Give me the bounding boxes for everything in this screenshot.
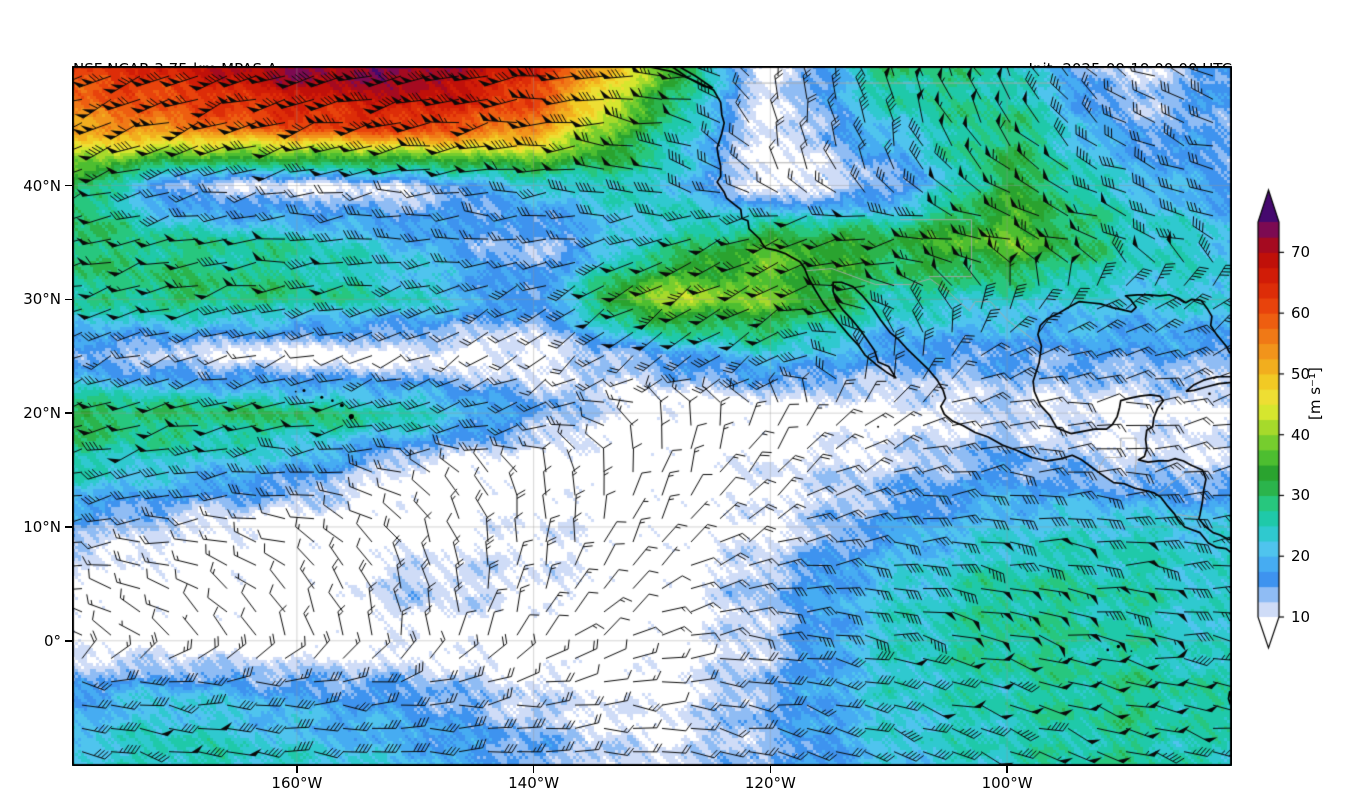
colorbar-tick-label: 40 xyxy=(1291,425,1311,444)
colorbar-tick-label: 60 xyxy=(1291,304,1311,323)
lat-tick-label: 30°N xyxy=(23,290,61,309)
colorbar-unit-wrap: [m s⁻¹] xyxy=(1306,330,1346,510)
colorbar-tick-label: 10 xyxy=(1291,608,1311,626)
lat-tick-mark xyxy=(65,640,72,642)
colorbar-tick-label: 20 xyxy=(1291,547,1311,566)
lon-tick-mark xyxy=(532,766,535,773)
colorbar-tick-label: 50 xyxy=(1291,364,1311,383)
colorbar-tick-label: 30 xyxy=(1291,486,1311,505)
colorbar-canvas xyxy=(1254,186,1288,656)
lon-tick-label: 100°W xyxy=(981,774,1033,792)
lon-tick-mark xyxy=(296,766,298,773)
lon-tick-label: 120°W xyxy=(744,774,796,792)
lon-tick-label: 140°W xyxy=(508,774,560,792)
lat-tick-label: 10°N xyxy=(23,517,61,536)
lat-tick-mark xyxy=(65,184,72,187)
colorbar-tick-label: 70 xyxy=(1291,243,1311,262)
colorbar-unit-label: [m s⁻¹] xyxy=(1306,367,1324,420)
lon-tick-mark xyxy=(769,766,772,773)
lat-tick-label: 20°N xyxy=(23,404,61,423)
lat-tick-mark xyxy=(65,526,72,528)
lat-tick-label: 0° xyxy=(43,631,61,650)
lon-tick-mark xyxy=(1006,766,1008,773)
lat-tick-mark xyxy=(65,412,72,414)
lon-tick-label: 160°W xyxy=(271,774,323,792)
wind-map-canvas xyxy=(72,66,1232,766)
lat-tick-mark xyxy=(65,298,72,301)
lat-tick-label: 40°N xyxy=(23,176,61,195)
